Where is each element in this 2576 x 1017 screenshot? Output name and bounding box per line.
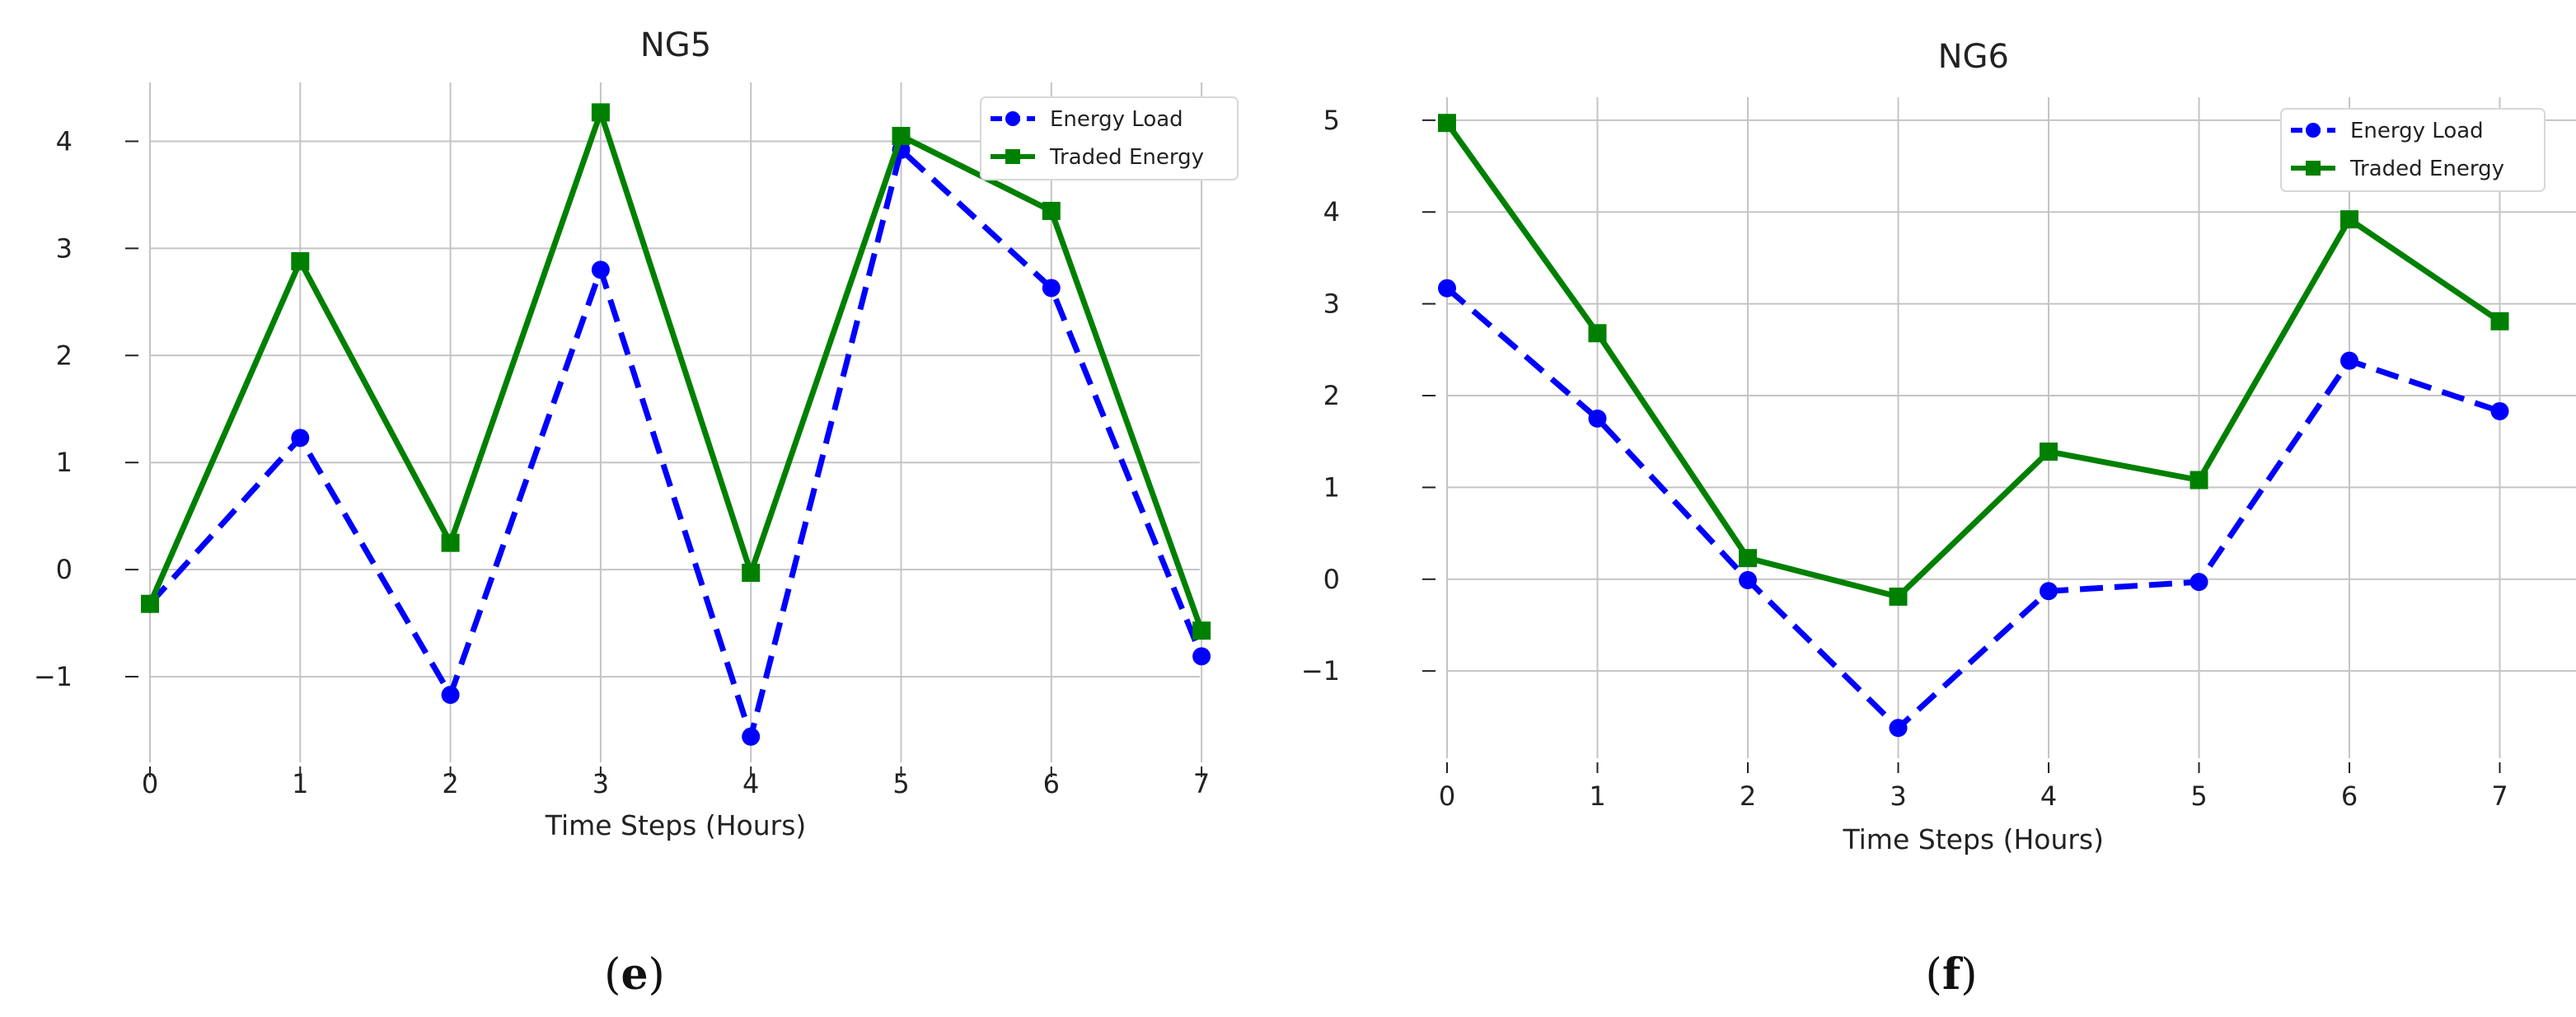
x-tick-label: 6 (1043, 768, 1060, 799)
x-tick-label: 1 (1589, 780, 1605, 812)
series-traded-energy (1438, 114, 2509, 606)
chart-title: NG6 (1938, 38, 2009, 76)
y-tick-label: 0 (56, 554, 73, 585)
y-tick-label: 0 (1323, 564, 1340, 595)
data-point (1889, 719, 1908, 738)
data-point (2190, 471, 2208, 490)
series-line (1445, 286, 2501, 731)
data-point (141, 594, 159, 613)
data-point (1192, 647, 1211, 666)
data-point (742, 727, 761, 746)
grid (149, 82, 1203, 762)
legend-box (980, 96, 1239, 180)
legend-marker (2306, 161, 2321, 176)
x-tick-label: 3 (1890, 780, 1906, 812)
y-tick-label: 1 (56, 447, 73, 478)
data-point (441, 533, 460, 552)
data-point (742, 564, 761, 583)
x-tick-label: 5 (2190, 780, 2207, 812)
y-tick-label: 3 (56, 232, 73, 264)
legend-marker (1005, 149, 1020, 164)
data-point (1192, 621, 1211, 640)
data-point (1739, 570, 1757, 589)
data-point (591, 260, 610, 279)
series-line (148, 147, 1205, 740)
x-tick-label: 2 (1740, 780, 1756, 812)
legend-label: Energy Load (1050, 107, 1183, 132)
data-point (2340, 210, 2358, 229)
x-axis-label: Time Steps (Hours) (1843, 823, 2105, 855)
x-tick-label: 1 (292, 768, 308, 799)
x-tick-label: 2 (442, 768, 458, 799)
x-tick-label: 0 (142, 768, 158, 799)
legend-label: Traded Energy (2349, 157, 2504, 181)
series-energy-load (1438, 279, 2509, 738)
data-point (1889, 587, 1908, 606)
y-tick-label: 2 (56, 340, 73, 371)
x-axis-label: Time Steps (Hours) (545, 809, 807, 841)
chart-panel-ng5: −1 0 1 2 3 4 0 1 2 3 4 5 6 7 NG5 Time Steps (Hours) Ener… (34, 26, 1239, 1000)
y-tick-label: 1 (1323, 471, 1340, 503)
legend-marker (1005, 111, 1020, 126)
data-point (1042, 279, 1061, 298)
data-point (2340, 351, 2358, 370)
data-point (591, 103, 610, 122)
y-tick-label: 5 (1323, 105, 1340, 136)
data-point (2040, 582, 2058, 601)
data-point (2490, 312, 2509, 330)
data-point (2040, 442, 2058, 461)
series-line (147, 109, 1205, 632)
x-tick-label: 6 (2341, 780, 2358, 812)
data-point (1588, 324, 1607, 343)
chart-panel-ng6: −1 0 1 2 3 4 5 0 1 2 3 4 5 6 7 NG6 Time Steps (Hours) Ene… (1301, 38, 2576, 1000)
data-point (892, 126, 911, 145)
y-tick-label: −1 (34, 661, 73, 692)
data-point (1588, 409, 1607, 428)
legend-box (2280, 108, 2546, 192)
panel-caption: (f) (1926, 949, 1978, 1000)
x-tick-label: 4 (2040, 780, 2057, 812)
legend-marker (2306, 123, 2321, 138)
data-point (2190, 573, 2208, 592)
y-tick-label: 3 (1323, 288, 1340, 320)
x-tick-label: 7 (1193, 768, 1210, 799)
data-point (2490, 401, 2509, 420)
data-point (1438, 279, 1456, 298)
legend: Energy Load Traded Energy (2280, 108, 2546, 192)
data-point (1739, 549, 1757, 568)
y-tick-label: −1 (1301, 655, 1340, 687)
series-traded-energy (141, 103, 1211, 640)
data-point (291, 251, 310, 270)
x-tick-label: 7 (2491, 780, 2508, 812)
data-point (441, 686, 460, 705)
x-tick-label: 5 (892, 768, 909, 799)
y-tick-label: 4 (1323, 196, 1340, 227)
x-tick-label: 0 (1439, 780, 1455, 812)
series-line (1445, 121, 2502, 600)
legend: Energy Load Traded Energy (980, 96, 1239, 180)
series-energy-load (141, 140, 1211, 746)
legend-label: Traded Energy (1049, 145, 1204, 170)
x-tick-label: 3 (592, 768, 609, 799)
chart-title: NG5 (640, 26, 711, 64)
y-tick-label: 2 (1323, 380, 1340, 411)
legend-label: Energy Load (2350, 119, 2484, 143)
x-tick-label: 4 (742, 768, 759, 799)
data-point (1042, 201, 1061, 220)
y-tick-label: 4 (56, 125, 73, 157)
panel-caption: (e) (604, 949, 665, 1000)
data-point (291, 429, 310, 448)
data-point (1438, 114, 1456, 133)
grid (1446, 97, 2576, 758)
